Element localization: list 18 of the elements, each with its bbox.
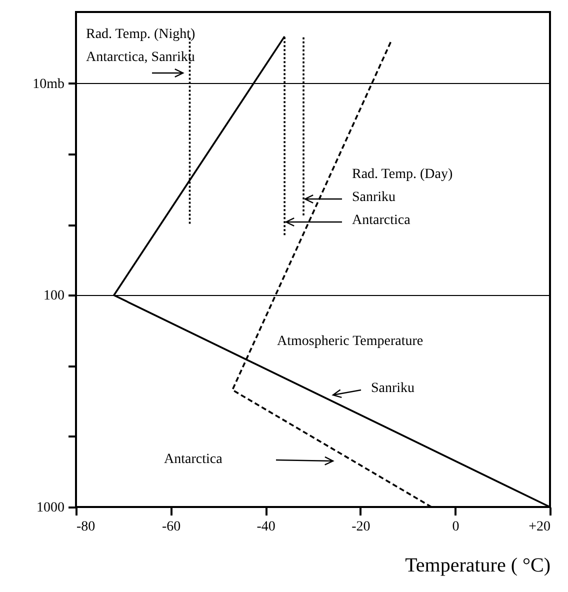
annotation: Sanriku [352, 190, 396, 205]
x-axis-title: Temperature ( °C) [405, 554, 550, 576]
x-tick-label: -40 [256, 520, 276, 534]
y-tick-label: 100 [44, 288, 64, 304]
annotation: Atmospheric Temperature [277, 334, 424, 349]
annotation: Rad. Temp. (Day) [352, 167, 453, 182]
y-tick-label: 1000 [36, 500, 64, 516]
annotation: Sanriku [371, 381, 415, 396]
y-tick-label: 10mb [32, 76, 64, 92]
x-tick-label: 0 [452, 520, 460, 534]
annotation: Antarctica [164, 452, 224, 467]
annotation: Antarctica, Sanriku [86, 50, 195, 65]
x-tick-label: -60 [162, 520, 181, 534]
annotation: Rad. Temp. (Night) [86, 27, 196, 42]
annotation: Antarctica [352, 213, 412, 228]
x-tick-label: -20 [352, 520, 370, 534]
x-tick-label: +20 [528, 520, 550, 534]
x-tick-label: -80 [76, 520, 96, 534]
